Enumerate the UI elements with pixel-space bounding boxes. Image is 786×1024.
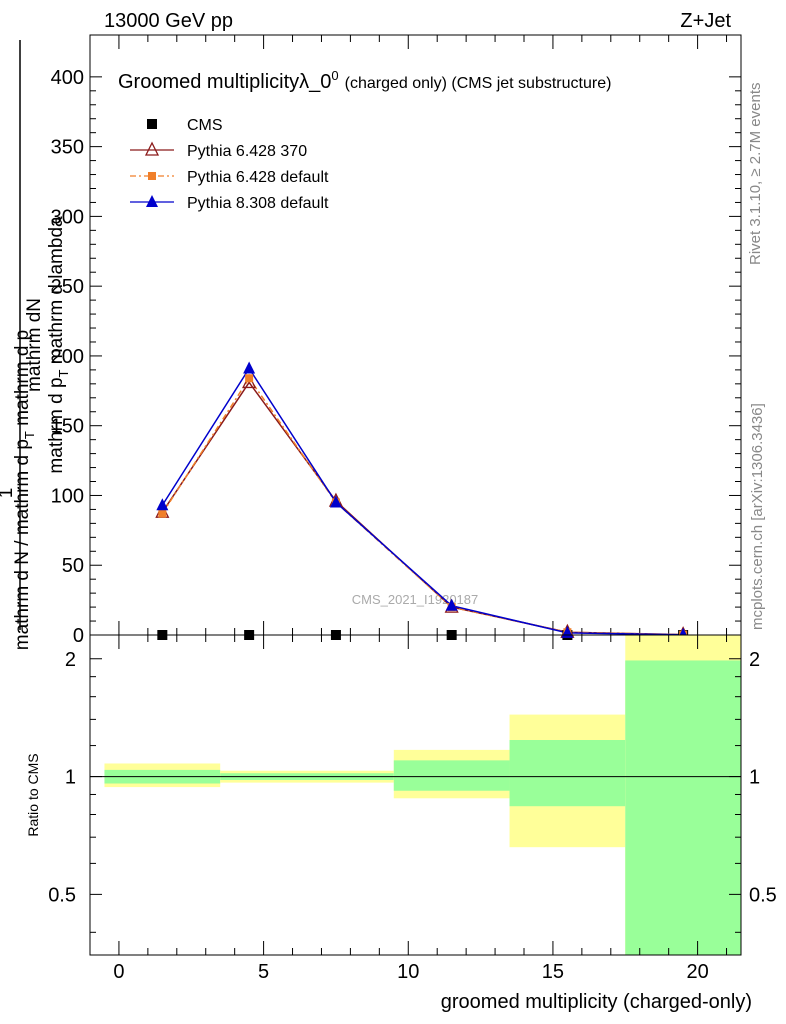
data-point	[156, 498, 169, 511]
ratio-band-inner	[509, 740, 626, 807]
main-title-suffix: (charged only) (CMS jet substructure)	[345, 75, 612, 92]
ratio-ytick-label: 1	[65, 767, 76, 789]
main-ytick-label: 150	[51, 416, 84, 438]
ratio-frame	[89, 634, 742, 956]
ratio-band-inner	[625, 660, 741, 955]
main-ytick-label: 250	[51, 276, 84, 298]
process-label: Z+Jet	[680, 10, 731, 32]
main-ytick-label: 100	[51, 485, 84, 507]
series-line	[161, 367, 684, 636]
ylabel-top-denominator: mathrm d pT mathrm d lambda	[46, 216, 71, 474]
main-title: Groomed multiplicityλ_00 (charged only) (…	[118, 68, 611, 93]
data-point	[445, 598, 458, 611]
main-ytick-label: 200	[51, 346, 84, 368]
mcplots-label: mcplots.cern.ch [arXiv:1306.3436]	[749, 403, 766, 630]
legend-marker	[148, 172, 156, 180]
ratio-ytick-label-right: 1	[749, 767, 760, 789]
ratio-ytick-label-right: 0.5	[749, 884, 777, 906]
data-point	[158, 509, 167, 518]
legend-label: Pythia 6.428 default	[187, 169, 329, 186]
xtick-label: 15	[542, 961, 564, 983]
legend-label: Pythia 8.308 default	[187, 195, 329, 212]
main-ylabel: mathrm dN mathrm d pT mathrm d lambda 1	[0, 216, 71, 499]
ratio-ticks: 0.5 0.51 12 20 5 10 15 20	[48, 635, 777, 983]
legend-label: Pythia 6.428 370	[187, 143, 307, 160]
xtick-label: 0	[113, 961, 124, 983]
data-point	[245, 374, 254, 383]
energy-label: 13000 GeV pp	[104, 10, 233, 32]
main-ytick-label: 0	[73, 625, 84, 647]
ratio-ytick-label: 0.5	[48, 884, 76, 906]
main-title-text: Groomed multiplicityλ_0	[118, 71, 331, 93]
legend: CMS Pythia 6.428 370 Pythia 6.428 default P…	[130, 117, 329, 212]
legend-marker	[144, 141, 160, 156]
legend-marker	[146, 195, 158, 207]
main-title-sup: 0	[331, 68, 338, 83]
ratio-panel: 0.5 0.51 12 20 5 10 15 20	[48, 634, 777, 983]
data-point	[329, 495, 342, 508]
xtick-label: 5	[258, 961, 269, 983]
ratio-bands	[90, 635, 741, 955]
main-panel: 0 50 100 150 200 250 300 350 400 CMS_2021_I19201…	[51, 34, 742, 647]
ratio-band-inner	[393, 760, 510, 791]
xtick-label: 10	[397, 961, 419, 983]
ylabel-one: 1	[0, 488, 17, 499]
main-ticks: 0 50 100 150 200 250 300 350 400	[51, 35, 741, 647]
ylabel-top: mathrm dN	[24, 298, 45, 392]
ratio-ylabel: Ratio to CMS	[25, 753, 41, 836]
ratio-ytick-label-right: 2	[749, 649, 760, 671]
rivet-label: Rivet 3.1.10, ≥ 2.7M events	[747, 83, 764, 266]
watermark: CMS_2021_I1920187	[352, 592, 479, 607]
legend-label: CMS	[187, 117, 223, 134]
main-ytick-label: 350	[51, 137, 84, 159]
ratio-ytick-label: 2	[65, 649, 76, 671]
xtick-label: 20	[686, 961, 708, 983]
data-point	[243, 361, 256, 374]
main-ytick-label: 50	[62, 555, 84, 577]
main-ytick-label: 300	[51, 206, 84, 228]
xlabel: groomed multiplicity (charged-only)	[441, 991, 752, 1013]
main-ytick-label: 400	[51, 67, 84, 89]
legend-marker	[147, 119, 157, 129]
ylabel-bottom: mathrm d N / mathrm d pT mathrm d p	[12, 330, 37, 651]
